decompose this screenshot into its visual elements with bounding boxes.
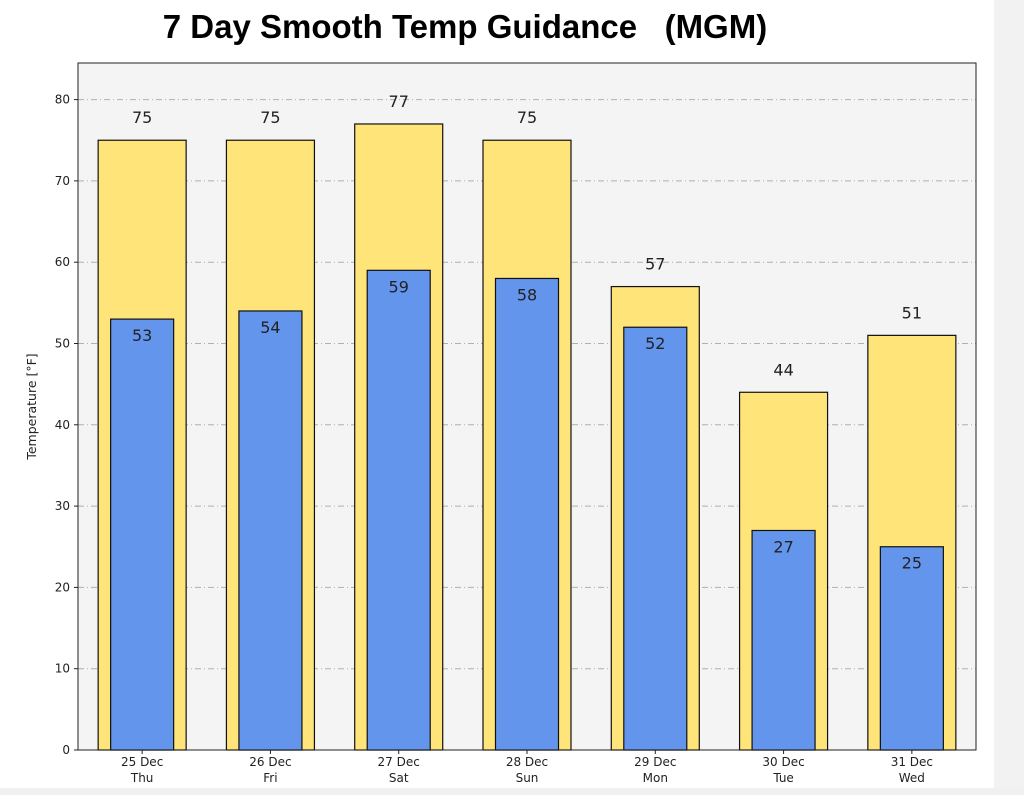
value-label-low: 27 — [773, 537, 793, 556]
y-tick-label: 70 — [55, 174, 70, 188]
bottom-margin-strip — [0, 788, 1024, 795]
y-axis-label: Temperature [°F] — [24, 353, 39, 460]
value-labels: 75 53 75 54 77 59 75 58 57 52 44 27 51 25 — [132, 92, 922, 573]
value-label-low: 54 — [260, 318, 280, 337]
y-tick-label: 30 — [55, 499, 70, 513]
x-tick-label-date: 28 Dec — [506, 755, 548, 769]
value-label-high: 51 — [902, 303, 922, 322]
right-margin-strip — [994, 0, 1024, 795]
bar-low — [110, 318, 175, 751]
value-label-high: 57 — [645, 255, 665, 274]
chart-title: 7 Day Smooth Temp Guidance (MGM) — [162, 8, 768, 45]
chart-svg: 75 53 75 54 77 59 75 58 57 52 44 27 51 25 0 10 20 30 40 50… — [24, 62, 977, 785]
value-label-high: 75 — [132, 108, 152, 127]
x-tick-label-day: Wed — [899, 771, 925, 785]
x-tick-label-date: 31 Dec — [891, 755, 933, 769]
value-label-high: 77 — [389, 92, 409, 111]
x-tick-label-day: Fri — [263, 771, 277, 785]
bar-low — [879, 546, 944, 751]
value-label-low: 59 — [389, 277, 409, 296]
x-tick-label-date: 25 Dec — [121, 755, 163, 769]
x-tick-label-day: Sun — [516, 771, 539, 785]
y-tick-label: 10 — [55, 662, 70, 676]
bars — [97, 123, 957, 751]
y-tick-label: 80 — [55, 93, 70, 107]
x-tick-label-date: 29 Dec — [634, 755, 676, 769]
x-axis-ticks: 25 Dec Thu 26 Dec Fri 27 Dec Sat 28 Dec Sun 29 D… — [121, 750, 933, 785]
x-tick-label-day: Tue — [772, 771, 794, 785]
y-tick-label: 60 — [55, 255, 70, 269]
value-label-low: 58 — [517, 285, 537, 304]
y-tick-label: 50 — [55, 336, 70, 350]
x-tick-label-date: 30 Dec — [762, 755, 804, 769]
bar-low — [238, 310, 303, 751]
bar-low — [366, 269, 431, 751]
bar-low — [494, 277, 560, 751]
y-tick-label: 40 — [55, 418, 70, 432]
value-label-low: 53 — [132, 326, 152, 345]
value-label-high: 75 — [260, 108, 280, 127]
y-tick-label: 20 — [55, 580, 70, 594]
value-label-high: 44 — [773, 360, 793, 379]
value-label-low: 52 — [645, 334, 665, 353]
bar-low — [751, 529, 816, 751]
x-tick-label-date: 27 Dec — [378, 755, 420, 769]
x-tick-label-day: Thu — [130, 771, 154, 785]
y-tick-label: 0 — [62, 743, 70, 757]
value-label-low: 25 — [902, 554, 922, 573]
x-tick-label-day: Sat — [389, 771, 409, 785]
value-label-high: 75 — [517, 108, 537, 127]
bar-low — [623, 326, 688, 751]
y-axis-ticks: 0 10 20 30 40 50 60 70 80 — [55, 93, 78, 757]
x-tick-label-date: 26 Dec — [249, 755, 291, 769]
x-tick-label-day: Mon — [643, 771, 668, 785]
